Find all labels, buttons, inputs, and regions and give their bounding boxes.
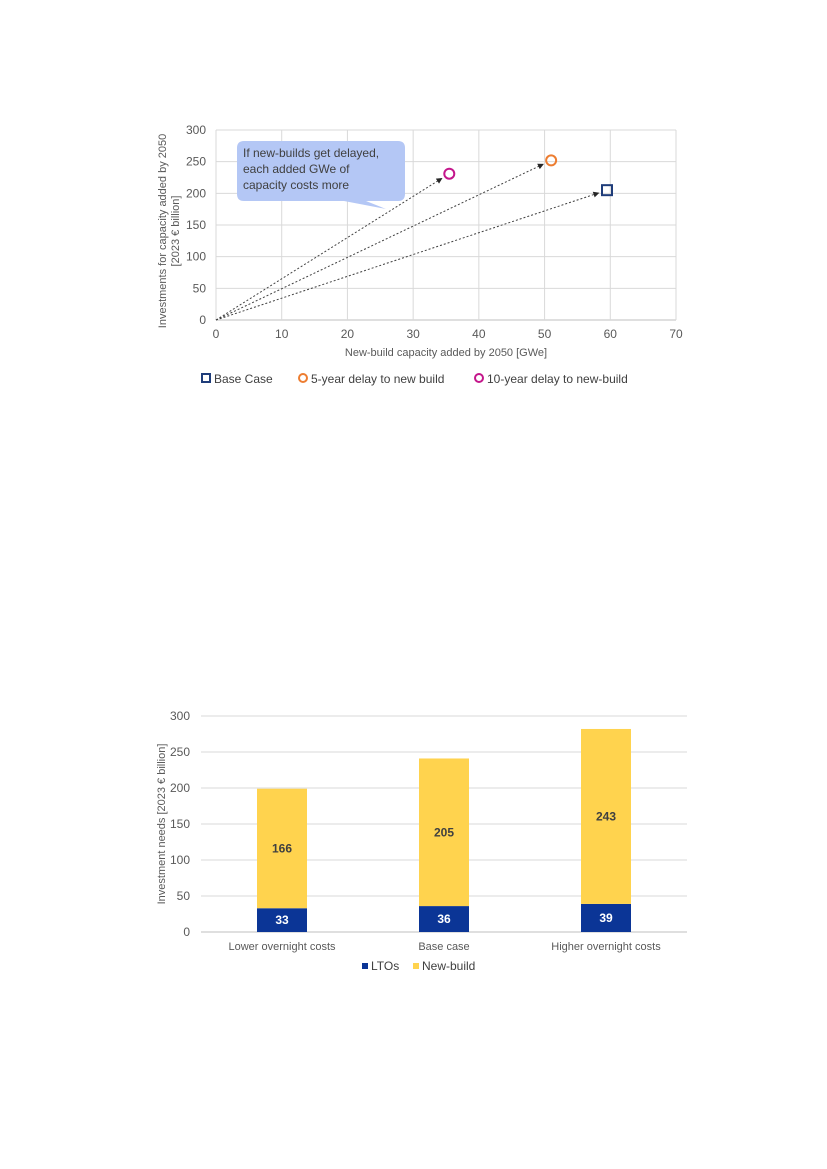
legend-item-base-case: Base Case: [201, 372, 273, 386]
legend-item-5-year-delay: 5-year delay to new build: [298, 372, 444, 386]
y-tick-label: 200: [170, 781, 190, 795]
x-tick-label: 0: [213, 327, 220, 341]
category-label: Higher overnight costs: [551, 941, 661, 953]
y-tick-label: 0: [183, 925, 190, 939]
y-tick-label: 300: [186, 123, 206, 137]
arrow-head: [592, 191, 600, 198]
scatter-chart: 0 50 100 150 200 250 300 0 10 20 30 40 50 60 70 If ne…: [157, 123, 683, 386]
scatter-y-axis-title-line-1: Investments for capacity added by 2050: [157, 134, 169, 328]
legend-label-10-year-delay: 10-year delay to new-build: [487, 372, 628, 386]
legend-swatch-new-build: [413, 963, 419, 969]
scatter-points: [443, 154, 613, 197]
scatter-x-axis-title: New-build capacity added by 2050 [GWe]: [345, 347, 547, 359]
bar-gridlines: [201, 715, 687, 933]
y-tick-label: 100: [186, 250, 206, 264]
legend-item-10-year-delay: 10-year delay to new-build: [474, 372, 628, 386]
x-tick-label: 60: [604, 327, 618, 341]
bar-y-axis-title: Investment needs [2023 € billion]: [156, 744, 168, 905]
x-tick-label: 40: [472, 327, 486, 341]
bar-value-label: 166: [272, 841, 292, 855]
data-point-circle: [545, 154, 558, 167]
bar-segment-ltos: [581, 903, 631, 932]
legend-label-ltos: LTOs: [371, 959, 399, 973]
y-tick-label: 250: [186, 155, 206, 169]
y-tick-label: 50: [193, 281, 207, 295]
y-tick-label: 250: [170, 745, 190, 759]
callout-box: If new-builds get delayed, each added GW…: [237, 141, 405, 209]
bar-value-label: 39: [599, 911, 613, 925]
bar-value-label: 243: [596, 809, 616, 823]
bar-category-labels: Lower overnight costs Base case Higher ove…: [229, 941, 662, 953]
y-tick-label: 300: [170, 709, 190, 723]
callout-line-3: capacity costs more: [243, 178, 349, 192]
arrow-line: [215, 192, 600, 321]
y-tick-label: 50: [177, 889, 191, 903]
x-tick-label: 70: [669, 327, 683, 341]
legend-item-new-build: New-build: [413, 959, 475, 973]
bar-segment-new-build: [257, 788, 307, 909]
data-point-square: [601, 184, 613, 197]
legend-label-new-build: New-build: [422, 959, 475, 973]
bar-segment-new-build: [419, 758, 469, 907]
legend-label-base-case: Base Case: [214, 372, 273, 386]
bar-y-ticks: 0 50 100 150 200 250 300: [170, 709, 190, 939]
bar-segment-ltos: [419, 906, 469, 932]
x-tick-label: 20: [341, 327, 355, 341]
y-tick-label: 200: [186, 186, 206, 200]
x-tick-label: 10: [275, 327, 289, 341]
arrow-line: [215, 163, 545, 321]
scatter-y-ticks: 0 50 100 150 200 250 300: [186, 123, 206, 327]
bar-segments: 33 166 36 205 39 243: [257, 728, 631, 932]
legend-swatch-ltos: [362, 963, 368, 969]
bar-value-label: 36: [437, 912, 451, 926]
callout-line-1: If new-builds get delayed,: [243, 146, 379, 160]
category-label: Base case: [418, 941, 469, 953]
callout-line-2: each added GWe of: [243, 162, 350, 176]
scatter-legend: Base Case 5-year delay to new build 10-y…: [201, 372, 628, 386]
category-label: Lower overnight costs: [229, 941, 336, 953]
x-tick-label: 50: [538, 327, 552, 341]
y-tick-label: 150: [186, 218, 206, 232]
bar-legend: LTOs New-build: [362, 959, 475, 973]
scatter-arrows: [215, 163, 600, 321]
legend-square-marker: [201, 373, 211, 383]
bar-value-label: 33: [275, 913, 289, 927]
y-tick-label: 100: [170, 853, 190, 867]
x-tick-label: 30: [406, 327, 420, 341]
arrow-head: [435, 177, 443, 184]
bar-value-label: 205: [434, 825, 454, 839]
data-point-circle: [443, 167, 456, 180]
scatter-x-ticks: 0 10 20 30 40 50 60 70: [213, 327, 683, 341]
scatter-y-axis-title-line-2: [2023 € billion]: [170, 196, 182, 267]
arrow-line: [215, 177, 443, 321]
legend-circle-marker: [298, 373, 308, 383]
bar-segment-new-build: [581, 728, 631, 904]
y-tick-label: 0: [199, 313, 206, 327]
legend-item-ltos: LTOs: [362, 959, 399, 973]
bar-segment-ltos: [257, 908, 307, 932]
y-tick-label: 150: [170, 817, 190, 831]
legend-circle-marker: [474, 373, 484, 383]
legend-label-5-year-delay: 5-year delay to new build: [311, 372, 444, 386]
arrow-head: [537, 163, 544, 170]
